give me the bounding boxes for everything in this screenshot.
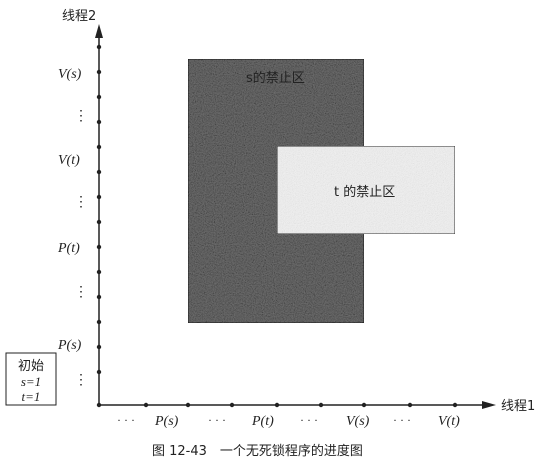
x-axis-label: 线程1: [501, 399, 535, 414]
x-tick-dot: [143, 402, 149, 408]
x-tick-ellipsis: · · ·: [300, 413, 318, 427]
x-tick-dot: [407, 402, 413, 408]
y-axis-tick-dots: [96, 44, 102, 408]
x-tick-dot: [274, 402, 280, 408]
y-tick-label-v-s: V(s): [58, 67, 82, 82]
x-tick-dot: [361, 402, 367, 408]
x-tick-dot: [229, 402, 235, 408]
y-tick-dot: [96, 369, 102, 375]
y-tick-dot: [96, 44, 102, 50]
y-tick-label-p-t: P(t): [57, 241, 80, 256]
y-tick-label-p-s: P(s): [57, 338, 82, 353]
x-axis-tick-dots: [143, 402, 458, 408]
y-axis-arrowhead: [95, 24, 103, 38]
x-tick-label-p-t: P(t): [251, 414, 274, 429]
y-tick-dot: [96, 319, 102, 325]
figure-caption: 图 12-43 一个无死锁程序的进度图: [152, 443, 363, 459]
y-tick-dot: [96, 244, 102, 250]
x-tick-label-v-t: V(t): [438, 414, 460, 429]
t-forbidden-label: t 的禁止区: [334, 184, 395, 200]
t-forbidden-region: [276, 145, 456, 235]
initial-state-title: 初始: [18, 359, 44, 374]
y-tick-label-v-t: V(t): [58, 153, 80, 168]
y-tick-dot: [96, 294, 102, 300]
y-tick-dot: [96, 119, 102, 125]
x-tick-ellipsis: · · ·: [117, 413, 135, 427]
y-tick-dot: [96, 219, 102, 225]
y-tick-dot: [96, 269, 102, 275]
y-tick-vdots: ⋮: [74, 109, 88, 124]
x-tick-dot: [452, 402, 458, 408]
origin-dot: [96, 402, 102, 408]
initial-state-s: s=1: [21, 374, 41, 389]
y-tick-vdots: ⋮: [74, 373, 88, 388]
y-tick-vdots: ⋮: [74, 285, 88, 300]
y-tick-dot: [96, 69, 102, 75]
x-tick-label-p-s: P(s): [154, 414, 179, 429]
x-tick-dot: [185, 402, 191, 408]
y-tick-dot: [96, 344, 102, 350]
y-tick-dot: [96, 194, 102, 200]
y-axis-label: 线程2: [62, 9, 96, 24]
initial-state-box: [5, 352, 57, 406]
s-forbidden-label: s的禁止区: [246, 70, 305, 86]
y-tick-dot: [96, 144, 102, 150]
y-tick-vdots: ⋮: [74, 195, 88, 210]
x-axis-arrowhead: [482, 401, 496, 409]
x-tick-ellipsis: · · ·: [393, 413, 411, 427]
x-tick-dot: [318, 402, 324, 408]
initial-state-t: t=1: [22, 389, 41, 404]
x-tick-label-v-s: V(s): [346, 414, 370, 429]
y-tick-dot: [96, 94, 102, 100]
x-tick-ellipsis: · · ·: [208, 413, 226, 427]
y-tick-dot: [96, 169, 102, 175]
